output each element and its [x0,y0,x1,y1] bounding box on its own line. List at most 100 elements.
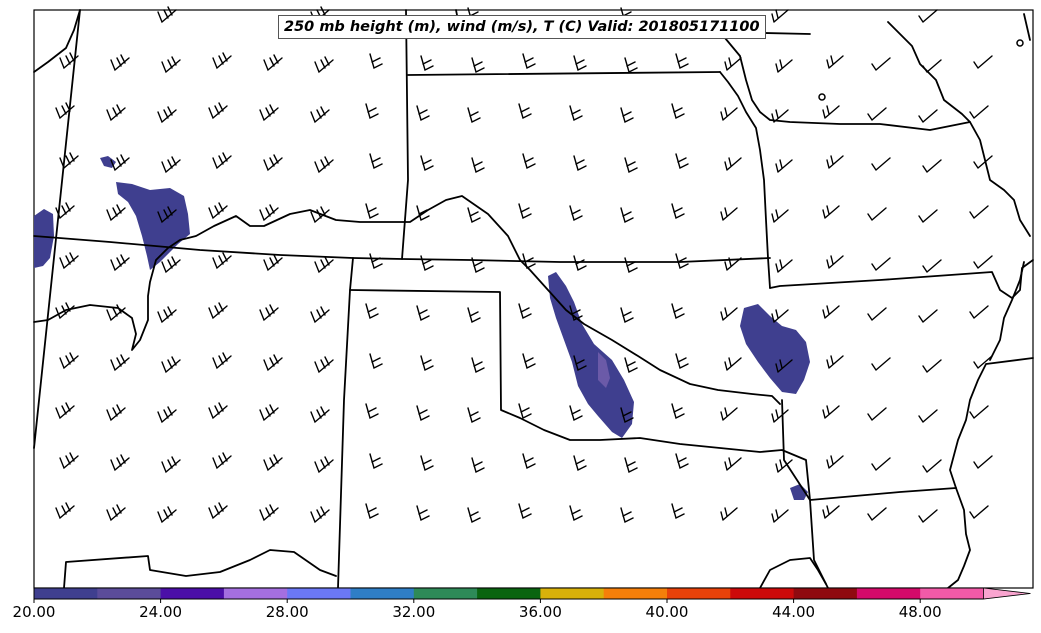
wind-barb [106,304,126,322]
wind-barb [922,259,942,273]
wind-barb [867,207,887,221]
wind-barb [771,109,789,123]
wind-barb [59,152,79,170]
wind-barb [369,53,383,70]
wind-barb [822,405,840,419]
wind-barb [259,304,279,322]
wind-barb [157,306,177,324]
wind-barb [157,506,177,524]
wind-barb [106,204,126,222]
wind-barb [161,156,181,174]
colorbar-segment [667,588,731,599]
wind-barb [973,155,993,169]
wind-barb [573,55,587,72]
colorbar-segment [97,588,162,599]
wind-barb [310,206,330,224]
wind-barb [720,207,738,221]
wind-barb [822,105,840,119]
colorbar-segment [920,588,984,599]
wind-barb [55,402,75,420]
wind-barb [918,209,938,223]
colorbar-tick-label: 36.00 [518,603,562,621]
wind-barb [775,59,793,73]
wind-barb [212,152,232,170]
wind-barb [110,354,130,372]
wind-barb [973,55,993,69]
wind-barb [208,402,228,420]
wind-barb [522,353,536,370]
wind-barb [871,57,891,71]
colorbar-segment [730,588,795,599]
wind-barb [671,503,685,520]
wind-barb [671,403,685,420]
wind-barb [671,103,685,120]
wind-barb [259,404,279,422]
lake-icon [818,93,826,101]
wind-barb [522,53,536,70]
wind-barb [471,257,485,274]
wind-barb [106,404,126,422]
wind-barb [467,307,481,324]
wind-barb [522,153,536,170]
wind-barb [420,255,434,272]
wind-barb [671,203,685,220]
boundary-river [947,487,971,589]
colorbar-segment [603,588,668,599]
colorbar-segment [413,588,478,599]
wind-barb [59,252,79,270]
wind-barb [314,356,334,374]
wind-barb [110,254,130,272]
wind-barb [259,104,279,122]
wind-barb [624,157,638,174]
wind-barb [212,252,232,270]
wind-barb [918,409,938,423]
wind-barb [775,259,793,273]
wind-barb [871,357,891,371]
wind-barb [310,406,330,424]
wind-barb [212,352,232,370]
wind-barb [671,303,685,320]
wind-barb [771,9,789,23]
wind-barb [471,157,485,174]
wind-barb [365,403,379,420]
boundary-co-ok [349,289,829,589]
wind-barb [157,406,177,424]
wind-barb [826,255,844,269]
wind-barb [969,105,989,119]
wind-barb [310,106,330,124]
colorbar-tick-label: 28.00 [265,603,309,621]
wind-barb [969,205,989,219]
wind-barb [620,207,634,224]
wind-barb [922,459,942,473]
wind-barb [471,357,485,374]
wind-barb [365,303,379,320]
boundary-ks-east [719,71,771,289]
wind-barb [822,505,840,519]
wind-barb [569,305,583,322]
colorbar-outline [33,587,984,600]
wind-barb [973,355,993,369]
temp-blob-inner [598,352,610,388]
boundary-mo-east [949,357,1034,489]
colorbar-tick-label: 48.00 [898,603,942,621]
wind-barb [106,504,126,522]
wind-barb [573,455,587,472]
wind-barb [420,155,434,172]
wind-barb [55,202,75,220]
boundary-iowa-east [719,31,1031,237]
wind-barb [871,157,891,171]
wind-barb [420,355,434,372]
wind-barb [314,456,334,474]
colorbar-segment [287,588,351,599]
boundary-wy-east [401,9,409,260]
wind-barb [826,55,844,69]
temp-blob-missouri [740,304,810,394]
wind-barb [522,453,536,470]
wind-barb [416,405,430,422]
wind-barb [771,509,789,523]
wind-barb [55,102,75,120]
boundary-ms-la [759,557,827,589]
wind-barb [110,154,130,172]
wind-barb [620,507,634,524]
wind-barb [826,455,844,469]
